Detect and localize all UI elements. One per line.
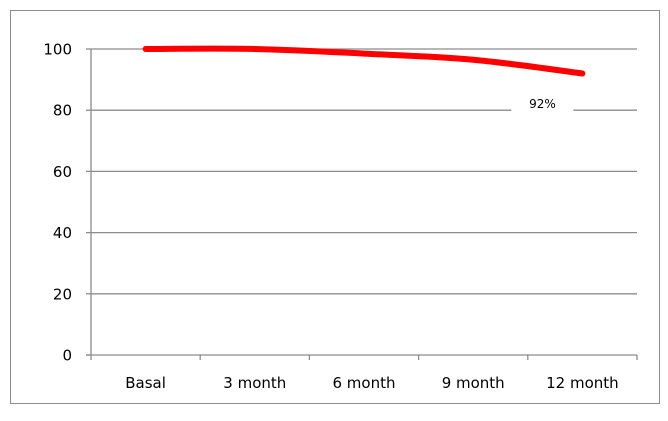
x-tick-label-12-month: 12 month bbox=[546, 374, 619, 392]
y-tick-label-60: 60 bbox=[53, 163, 72, 181]
axes bbox=[86, 48, 638, 360]
x-tick-label-3-month: 3 month bbox=[223, 374, 286, 392]
y-tick-label-40: 40 bbox=[53, 224, 72, 242]
gridlines bbox=[91, 48, 637, 295]
x-tick-label-basal: Basal bbox=[125, 374, 166, 392]
tick-labels: 0 20 40 60 80 100 Basal 3 month 6 month 9 month 12… bbox=[43, 41, 618, 393]
y-tick-label-80: 80 bbox=[53, 102, 72, 120]
y-tick-label-0: 0 bbox=[62, 347, 72, 365]
chart-frame bbox=[10, 10, 660, 404]
y-tick-label-20: 20 bbox=[53, 285, 72, 303]
x-tick-label-6-month: 6 month bbox=[333, 374, 396, 392]
series bbox=[142, 45, 586, 77]
x-tick-label-9-month: 9 month bbox=[442, 374, 505, 392]
annotations: 92% bbox=[511, 94, 574, 113]
y-tick-label-100: 100 bbox=[43, 41, 72, 59]
data-label-backing bbox=[511, 94, 574, 113]
series-line-0 bbox=[142, 45, 586, 77]
data-label-0: 92% bbox=[529, 97, 556, 111]
